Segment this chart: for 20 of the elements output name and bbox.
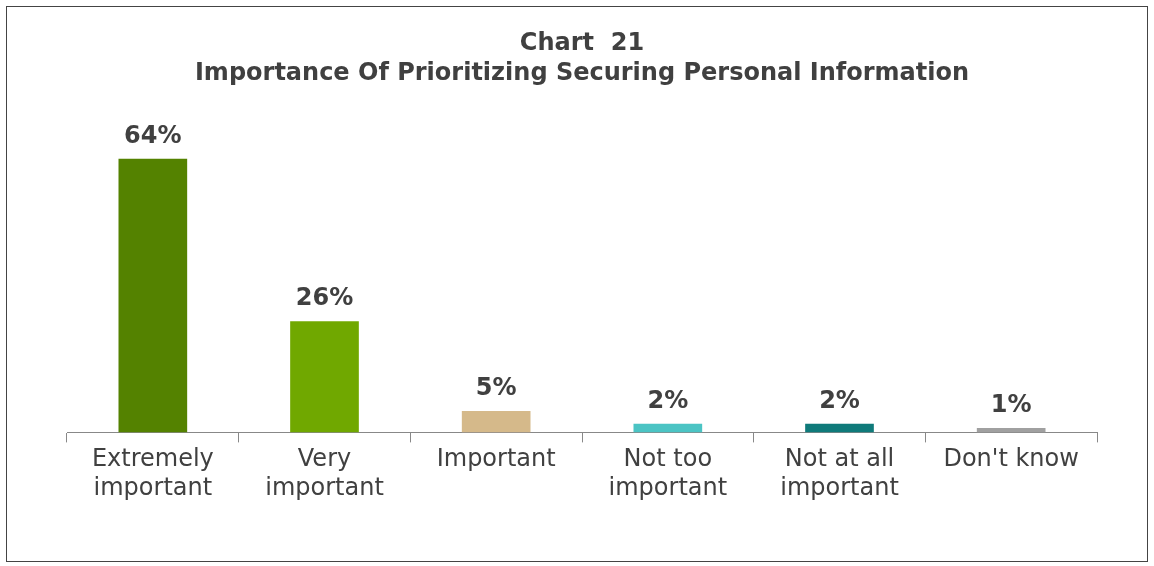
data-label: 26%: [295, 283, 354, 312]
data-label: 2%: [819, 386, 860, 415]
bar: [290, 321, 359, 433]
x-tick-label: Extremely important: [91, 444, 214, 501]
bar: [633, 423, 703, 433]
data-label: 2%: [647, 386, 689, 415]
chart-title: Chart 21: [519, 27, 645, 56]
data-label: 1%: [990, 390, 1032, 419]
bar: [976, 428, 1046, 433]
x-tick-label: Don't know: [943, 444, 1079, 473]
x-tick-label: Not at all important: [780, 444, 899, 501]
x-tick-label: Important: [436, 444, 556, 473]
x-tick-label: Not too important: [608, 444, 728, 501]
bar: [805, 423, 874, 433]
bar: [461, 411, 531, 433]
data-label: 5%: [475, 373, 517, 402]
bar: [118, 158, 188, 433]
chart-subtitle: Importance Of Prioritizing Securing Personal Information: [194, 58, 970, 87]
data-label: 64%: [124, 120, 182, 149]
x-tick-label: Very important: [265, 444, 384, 501]
